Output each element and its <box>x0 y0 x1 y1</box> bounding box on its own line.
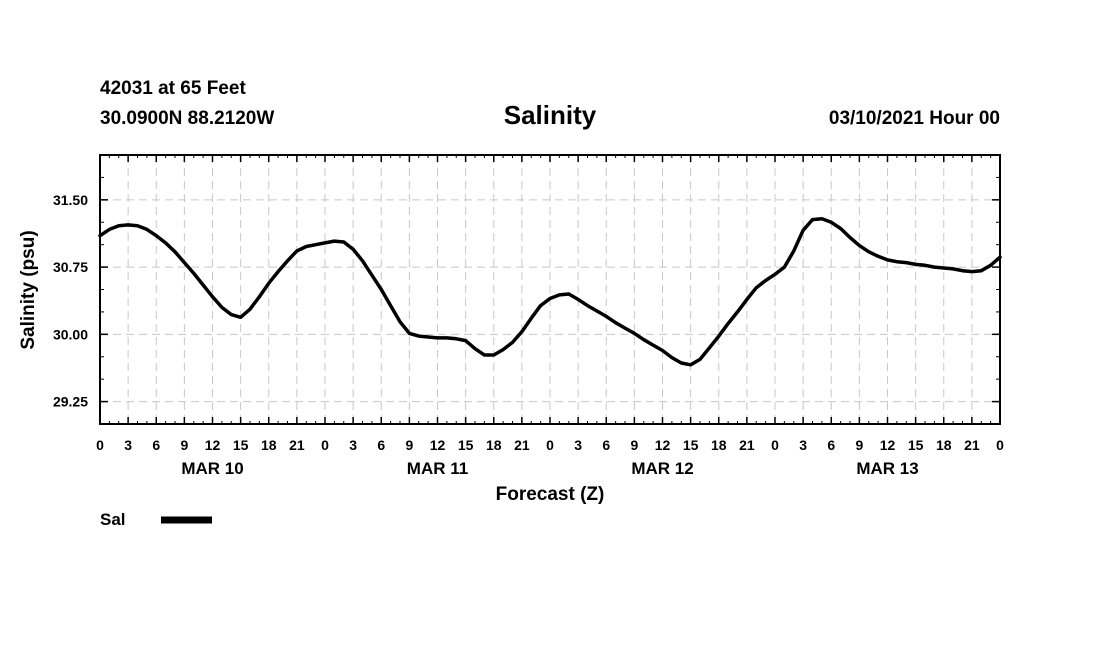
y-tick-label: 29.25 <box>53 394 88 410</box>
x-tick-label: 0 <box>996 437 1004 453</box>
x-tick-label: 18 <box>711 437 727 453</box>
y-tick-label: 30.75 <box>53 259 88 275</box>
x-tick-label: 9 <box>855 437 863 453</box>
x-tick-label: 18 <box>486 437 502 453</box>
datetime-label: 03/10/2021 Hour 00 <box>829 108 1000 129</box>
tick-labels: 0 3 6 9 12 15 18 21 0 3 6 9 12 15 18 21 0 3 6 9 12 15 18 21 0 3 6 9… <box>53 192 1004 478</box>
day-label: MAR 11 <box>407 459 468 478</box>
x-tick-label: 0 <box>321 437 329 453</box>
x-tick-label: 21 <box>289 437 305 453</box>
station-label: 42031 at 65 Feet <box>100 78 246 99</box>
x-tick-label: 6 <box>602 437 610 453</box>
x-tick-label: 15 <box>908 437 924 453</box>
x-tick-label: 0 <box>96 437 104 453</box>
day-label: MAR 12 <box>631 459 693 478</box>
day-label: MAR 13 <box>856 459 918 478</box>
x-tick-label: 21 <box>964 437 980 453</box>
y-tick-label: 31.50 <box>53 192 88 208</box>
y-tick-label: 30.00 <box>53 326 88 342</box>
x-tick-label: 3 <box>799 437 807 453</box>
x-tick-label: 12 <box>430 437 446 453</box>
x-tick-label: 0 <box>546 437 554 453</box>
legend-label: Sal <box>100 510 126 529</box>
x-tick-label: 9 <box>180 437 188 453</box>
x-axis-label: Forecast (Z) <box>496 484 605 505</box>
x-tick-label: 15 <box>233 437 249 453</box>
coords-label: 30.0900N 88.2120W <box>100 108 274 129</box>
plot-frame <box>99 154 1001 425</box>
x-tick-label: 15 <box>683 437 699 453</box>
x-tick-label: 6 <box>377 437 385 453</box>
x-tick-label: 9 <box>405 437 413 453</box>
x-tick-label: 3 <box>124 437 132 453</box>
x-tick-label: 18 <box>261 437 277 453</box>
x-tick-label: 0 <box>771 437 779 453</box>
x-tick-label: 18 <box>936 437 952 453</box>
salinity-line <box>98 216 1002 367</box>
x-tick-label: 21 <box>514 437 530 453</box>
x-tick-label: 21 <box>739 437 755 453</box>
x-tick-label: 6 <box>152 437 160 453</box>
chart-title: Salinity <box>504 100 597 130</box>
series-layer <box>98 216 1002 367</box>
day-label: MAR 10 <box>181 459 243 478</box>
y-axis-label: Salinity (psu) <box>18 230 39 349</box>
x-tick-label: 3 <box>349 437 357 453</box>
x-tick-label: 15 <box>458 437 474 453</box>
grid-lines <box>100 155 1000 424</box>
x-tick-label: 12 <box>205 437 221 453</box>
x-tick-label: 12 <box>655 437 671 453</box>
x-tick-label: 9 <box>630 437 638 453</box>
x-tick-label: 6 <box>827 437 835 453</box>
x-tick-label: 3 <box>574 437 582 453</box>
x-tick-label: 12 <box>880 437 896 453</box>
